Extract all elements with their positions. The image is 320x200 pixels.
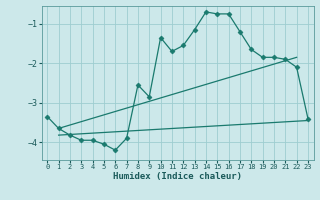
X-axis label: Humidex (Indice chaleur): Humidex (Indice chaleur) bbox=[113, 172, 242, 181]
